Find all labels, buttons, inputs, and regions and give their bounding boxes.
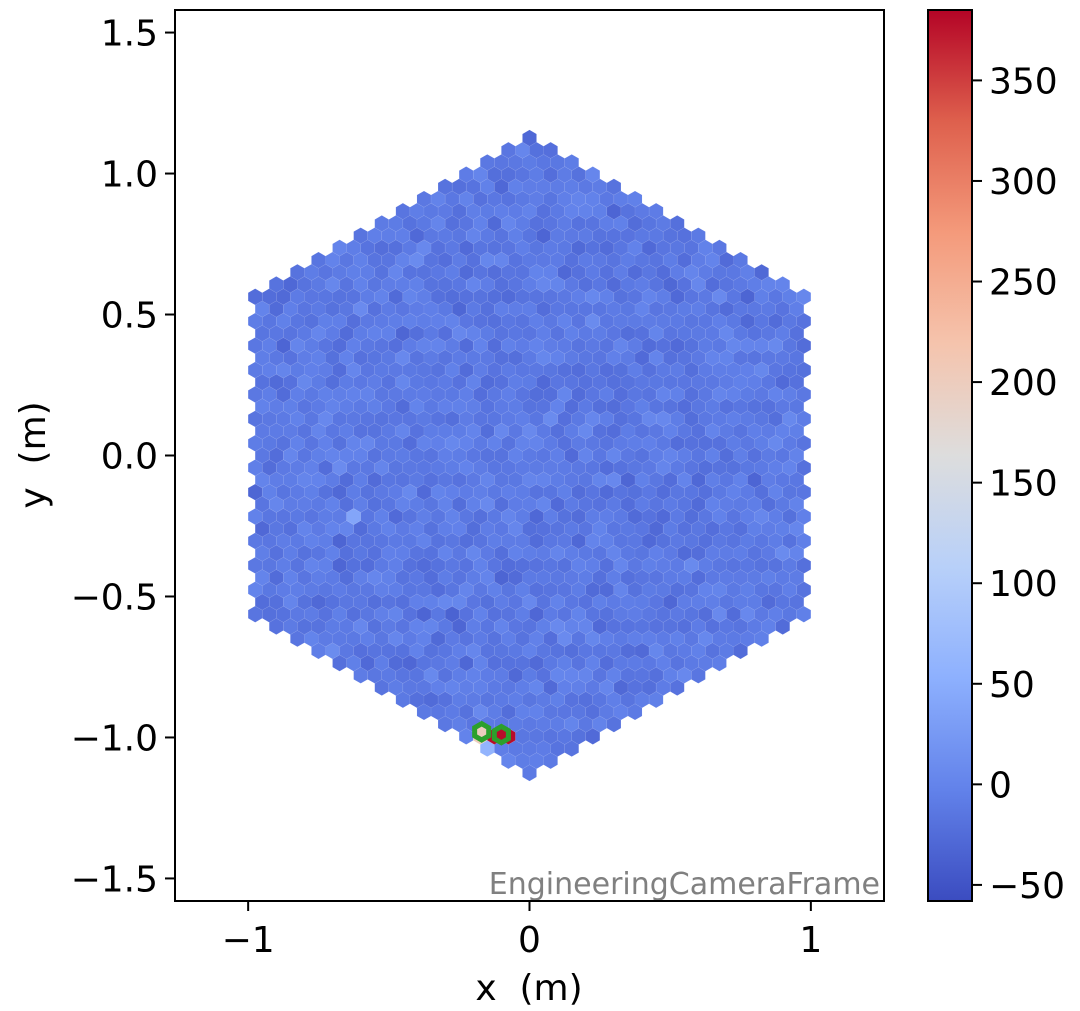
y-tick-label: 0.5: [101, 296, 158, 337]
y-tick-label: −1.5: [71, 859, 158, 900]
colorbar-tick-label: 50: [989, 665, 1035, 706]
y-tick-label: −0.5: [71, 577, 158, 618]
camera-pixel: [712, 239, 727, 257]
camera-pixel: [648, 202, 664, 220]
colorbar-tick-label: 300: [989, 162, 1058, 203]
highlighted-pixel: [491, 723, 511, 746]
colorbar-tick-label: 100: [989, 564, 1058, 605]
colorbar-tick-label: 350: [989, 61, 1058, 102]
y-axis-label: y (m): [13, 401, 54, 508]
colorbar: [927, 9, 973, 902]
camera-pixel: [733, 251, 748, 269]
colorbar-tick-label: 200: [989, 363, 1058, 404]
y-tick-label: 1.0: [101, 155, 158, 196]
camera-pixel: [522, 129, 537, 147]
camera-pixel-layer: [247, 129, 812, 782]
colorbar-ticks: −50 0 50 100 150 200 250 300 350: [972, 61, 1065, 907]
x-tick-label: −1: [222, 920, 275, 961]
camera-pixel: [606, 178, 622, 196]
y-tick-label: 0.0: [101, 437, 158, 478]
frame-label: EngineeringCameraFrame: [489, 867, 880, 902]
camera-pixel: [775, 276, 791, 294]
highlight-layer: [472, 720, 511, 746]
x-axis-label: x (m): [475, 968, 582, 1009]
camera-pixel: [627, 190, 643, 208]
x-axis: −1 0 1: [222, 901, 822, 961]
y-tick-label: −1.0: [71, 718, 158, 759]
colorbar-tick-label: −50: [989, 866, 1065, 907]
camera-pixel: [585, 166, 601, 184]
camera-pixel: [690, 227, 706, 245]
camera-pixel: [796, 288, 812, 306]
x-tick-label: 0: [518, 920, 541, 961]
colorbar-tick-label: 150: [989, 464, 1058, 505]
camera-pixel: [543, 141, 558, 159]
colorbar-tick-label: 250: [989, 263, 1058, 304]
camera-pixel: [754, 263, 769, 281]
colorbar-tick-label: 0: [989, 765, 1012, 806]
x-tick-label: 1: [799, 920, 822, 961]
camera-pixel: [564, 153, 580, 171]
highlighted-pixel: [472, 720, 492, 743]
y-axis: −1.5 −1.0 −0.5 0.0 0.5 1.0 1.5: [71, 14, 175, 900]
y-tick-label: 1.5: [101, 14, 158, 55]
camera-pixel: [669, 215, 685, 233]
